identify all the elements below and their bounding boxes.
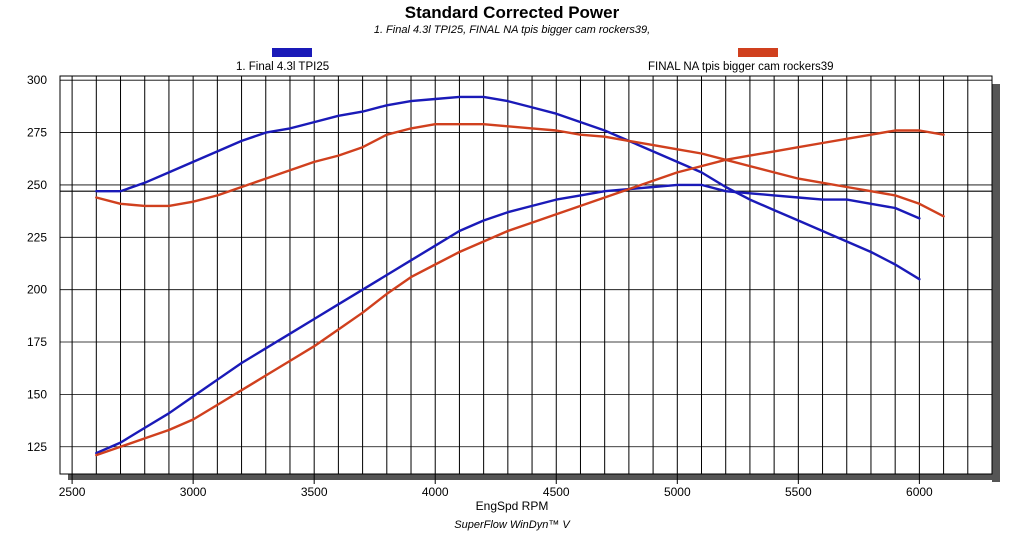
x-axis-label: EngSpd RPM: [475, 499, 549, 513]
y-tick-label: 275: [27, 126, 47, 140]
x-tick-label: 2500: [59, 485, 86, 499]
plot-shadow-bottom: [68, 474, 1000, 480]
y-tick-label: 200: [27, 283, 47, 297]
x-tick-label: 5000: [664, 485, 691, 499]
chart-subtitle: 1. Final 4.3l TPI25, FINAL NA tpis bigge…: [373, 24, 651, 36]
legend-label-series-2: FINAL NA tpis bigger cam rockers39: [648, 61, 834, 73]
series-2-rising-line: [95, 129, 945, 457]
y-tick-label: 175: [27, 335, 47, 349]
y-tick-label: 150: [27, 387, 47, 401]
y-tick-label: 300: [27, 73, 47, 87]
y-tick-label: 125: [27, 440, 47, 454]
plot-shadow-right: [992, 84, 1000, 482]
y-tick-label: 225: [27, 230, 47, 244]
series-1-peaked-line: [95, 95, 921, 281]
x-tick-label: 4500: [543, 485, 570, 499]
x-tick-label: 4000: [422, 485, 449, 499]
x-tick-label: 5500: [785, 485, 812, 499]
plot-frame: [59, 75, 993, 475]
y-tick-label: 250: [27, 178, 47, 192]
x-tick-label: 6000: [906, 485, 933, 499]
x-tick-label: 3500: [301, 485, 328, 499]
legend-swatch-series-2: [738, 48, 778, 57]
legend-label-series-1: 1. Final 4.3l TPI25: [236, 61, 330, 73]
series-2-peaked-line: [95, 122, 945, 218]
chart-footer: SuperFlow WinDyn™ V: [454, 519, 570, 531]
x-tick-label: 3000: [180, 485, 207, 499]
chart-title: Standard Corrected Power: [404, 3, 620, 22]
series-1-rising-line: [95, 183, 921, 455]
legend-swatch-series-1: [272, 48, 312, 57]
